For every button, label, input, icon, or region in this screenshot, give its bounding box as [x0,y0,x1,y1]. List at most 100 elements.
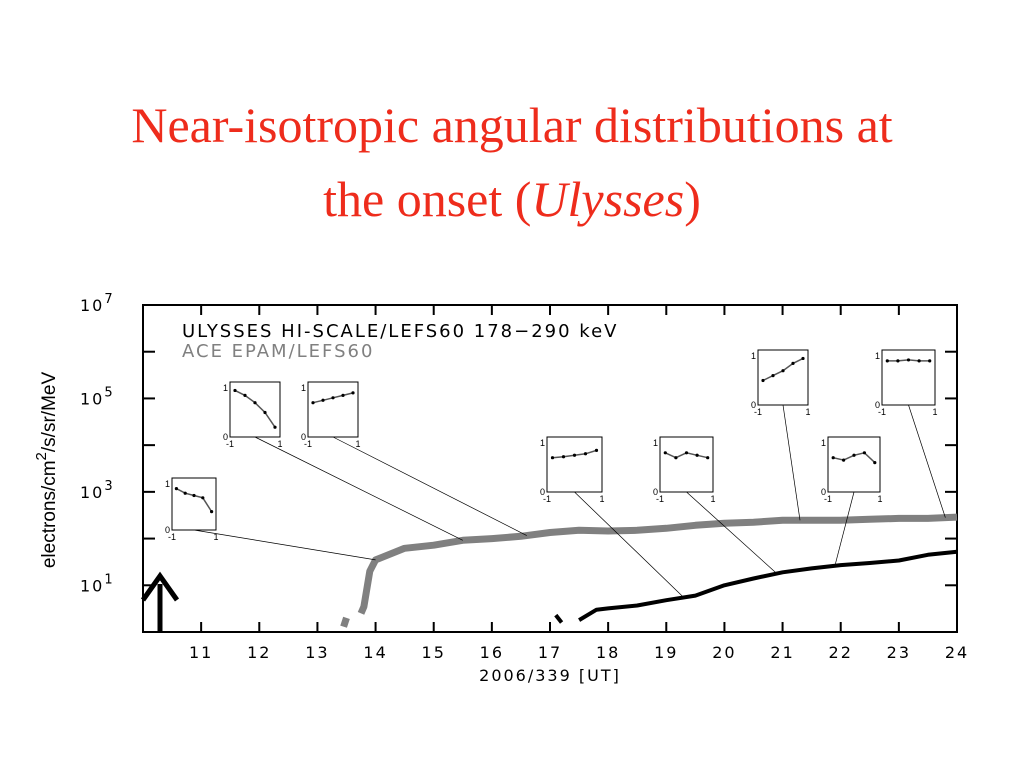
inset-point [341,393,345,397]
y-tick-label: 107 [80,292,115,315]
x-tick-label: 11 [189,643,213,662]
inset-y-label: 1 [165,479,170,489]
inset-point [706,456,710,460]
inset: 0 1 -1 1 [540,436,684,598]
inset-x-label: -1 [168,532,176,542]
inset-point [873,461,877,465]
inset-point [192,493,196,498]
inset-y-label: 1 [540,438,545,448]
inset-x-label: -1 [304,439,312,449]
inset-point [174,487,178,491]
x-tick-label: 24 [945,643,969,662]
inset-connector [193,529,376,561]
x-tick-label: 18 [596,643,620,662]
inset-point [928,359,932,363]
inset-y-label: 1 [653,438,658,448]
inset: 0 1 -1 1 [165,477,376,561]
inset-y-label: 0 [751,400,756,410]
x-tick-label: 12 [247,643,271,662]
inset-point [695,453,699,457]
inset-point [852,453,856,457]
inset: 0 1 -1 1 [223,381,463,541]
inset-point [906,358,911,362]
inset-point [351,391,355,395]
inset: 0 1 -1 1 [653,436,777,574]
inset: 0 1 -1 1 [875,349,946,518]
inset-x-label: 1 [355,439,360,449]
x-tick-label: 22 [829,643,853,662]
inset-x-label: -1 [878,407,886,417]
inset-x-label: 1 [805,407,810,417]
inset: 0 1 -1 1 [301,381,527,536]
inset-point [896,359,900,363]
inset: 0 1 -1 1 [751,349,811,521]
inset-point [331,396,335,400]
inset-frame [546,436,603,493]
inset-y-label: 0 [875,400,880,410]
inset-y-label: 0 [653,487,658,497]
title-line: Near-isotropic angular distributions at [131,97,893,153]
x-tick-label: 16 [480,643,504,662]
inset-x-label: 1 [932,407,937,417]
x-tick-label: 13 [305,643,329,662]
inset-x-label: 1 [213,532,218,542]
inset-point [842,458,846,462]
inset-connector [908,404,946,518]
inset-y-label: 0 [821,487,826,497]
inset-point [594,448,599,452]
inset-y-label: 1 [875,351,880,361]
title-end: ) [684,171,701,227]
legend-entry: ACE EPAM/LEFS60 [182,341,374,362]
x-tick-label: 21 [770,643,794,662]
tick-base: 10 [80,483,104,502]
inset-point [831,456,835,460]
inset-x-label: 1 [599,494,604,504]
inset-point [183,491,187,495]
inset-point [917,359,921,363]
inset-connector [574,491,684,598]
inset-y-label: 1 [751,351,756,361]
inset-point [684,451,689,455]
inset-point [550,456,555,460]
inset-x-label: -1 [656,494,664,504]
tick-exponent: 5 [104,385,114,400]
inset-frame [659,436,714,493]
inset-point [761,378,765,383]
inset-point [791,361,795,365]
inset-point [233,388,237,393]
inset-connector [686,491,777,574]
x-tick-label: 19 [654,643,678,662]
x-tick-label: 20 [712,643,736,662]
x-tick-label: 15 [422,643,446,662]
inset-x-label: 1 [710,494,715,504]
inset-frame [307,381,359,438]
inset-frame [229,381,281,438]
series-line [554,549,958,624]
y-label-text: /s/sr/MeV [39,372,60,453]
inset-y-label: 0 [223,432,228,442]
inset-x-label: -1 [543,494,551,504]
inset-y-label: 0 [540,487,545,497]
tick-exponent: 7 [104,292,114,307]
inset-y-label: 0 [165,525,170,535]
inset-frame [881,349,936,406]
inset-point [321,398,325,402]
y-label-text: electrons/cm [39,460,60,568]
inset-point [311,401,315,405]
inset: 0 1 -1 1 [821,436,883,566]
tick-exponent: 3 [104,479,114,494]
inset-connector [834,491,855,566]
inset-point [862,451,867,455]
inset-point [583,452,588,456]
inset-y-label: 1 [821,438,826,448]
inset-x-label: -1 [824,494,832,504]
tick-exponent: 1 [104,572,114,587]
inset-x-label: 1 [277,439,282,449]
inset-point [561,455,566,459]
inset-connector [254,436,463,541]
inset-x-label: 1 [877,494,882,504]
tick-base: 10 [80,576,104,595]
y-axis-label: electrons/cm2/s/sr/MeV [33,372,60,569]
